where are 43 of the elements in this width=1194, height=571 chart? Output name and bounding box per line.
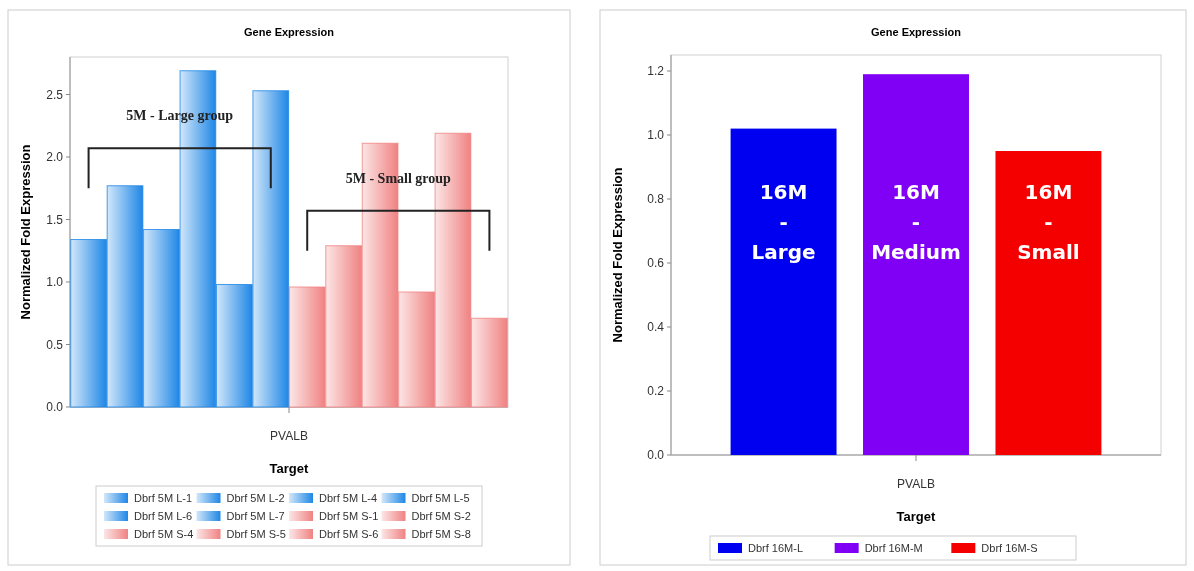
y-tick-label: 1.0: [46, 275, 64, 290]
bar: [863, 74, 969, 455]
bar: [995, 151, 1102, 455]
bar: [730, 128, 837, 455]
y-tick-label: 2.0: [46, 150, 64, 165]
y-tick-label: 0.5: [46, 337, 64, 352]
legend-label: Dbrf 5M L-1: [134, 491, 193, 504]
legend-label: Dbrf 5M S-4: [134, 527, 194, 540]
y-tick-label: 1.2: [647, 64, 665, 79]
legend-label: Dbrf 5M S-8: [411, 527, 471, 540]
legend-label: Dbrf 5M S-5: [226, 527, 286, 540]
chart-title: Gene Expression: [871, 26, 962, 38]
annotation: 16M - Large: [751, 180, 816, 264]
y-tick-label: 0.0: [647, 448, 665, 463]
legend-label: Dbrf 5M L-4: [319, 491, 378, 504]
x-tick-label: PVALB: [897, 477, 935, 491]
x-axis-title: Target: [896, 509, 937, 524]
legend-label: Dbrf 16M-M: [864, 541, 923, 554]
annotation: 5M - Small group: [345, 170, 452, 186]
legend-label: Dbrf 5M L-7: [226, 509, 285, 522]
y-axis-title: Normalized Fold Expression: [18, 144, 33, 320]
legend-label: Dbrf 5M L-5: [411, 491, 470, 504]
chart-title: Gene Expression: [244, 26, 335, 38]
y-tick-label: 0.2: [647, 384, 665, 399]
y-axis-title: Normalized Fold Expression: [610, 167, 625, 343]
y-tick-label: 0.4: [647, 320, 665, 335]
legend-label: Dbrf 16M-L: [748, 541, 804, 554]
legend-label: Dbrf 5M L-6: [134, 509, 193, 522]
legend-label: Dbrf 16M-S: [981, 541, 1038, 554]
legend-label: Dbrf 5M S-1: [319, 509, 379, 522]
legend-label: Dbrf 5M S-6: [319, 527, 379, 540]
legend-label: Dbrf 5M S-2: [411, 509, 471, 522]
y-tick-label: 1.0: [647, 128, 665, 143]
x-axis-title: Target: [269, 461, 310, 476]
y-tick-label: 0.0: [46, 400, 64, 415]
legend-label: Dbrf 5M L-2: [226, 491, 285, 504]
y-tick-label: 0.8: [647, 192, 665, 207]
y-tick-label: 2.5: [46, 87, 64, 102]
annotation: 16M - Medium: [871, 180, 961, 264]
annotation: 16M - Small: [1017, 180, 1080, 264]
y-tick-label: 1.5: [46, 212, 64, 227]
x-tick-label: PVALB: [270, 429, 308, 443]
y-tick-label: 0.6: [647, 256, 665, 271]
